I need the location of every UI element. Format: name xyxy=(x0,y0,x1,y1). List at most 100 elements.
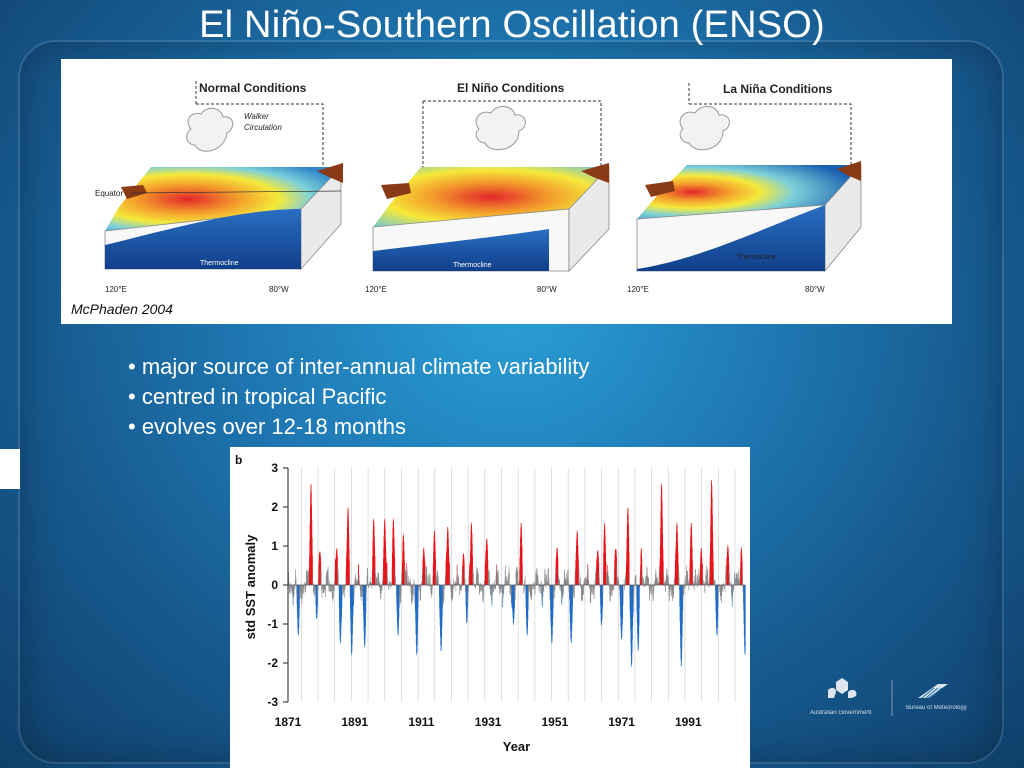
sst-anomaly-bar xyxy=(450,583,451,585)
y-tick-label: 3 xyxy=(271,461,278,475)
sst-anomaly-bar xyxy=(428,574,429,585)
sst-anomaly-bar xyxy=(426,576,428,585)
sst-anomaly-bar xyxy=(706,565,707,585)
sst-anomaly-bar xyxy=(579,582,580,585)
sst-anomaly-bar xyxy=(320,569,322,585)
sst-anomaly-bar xyxy=(503,585,505,587)
sst-anomaly-bar xyxy=(684,585,685,587)
y-tick-label: 0 xyxy=(271,578,278,592)
sst-anomaly-bar xyxy=(721,585,722,597)
sst-anomaly-bar xyxy=(589,585,590,588)
sst-anomaly-bar xyxy=(495,585,497,590)
sst-anomaly-bar xyxy=(492,585,493,591)
sst-anomaly-bar xyxy=(702,564,703,585)
sst-anomaly-bar xyxy=(645,579,646,585)
sst-anomaly-bar xyxy=(553,585,554,602)
sst-anomaly-bar xyxy=(683,585,685,595)
sst-anomaly-bar xyxy=(413,579,415,585)
sst-anomaly-bar xyxy=(294,584,296,585)
sst-anomaly-bar xyxy=(584,578,585,585)
sst-anomaly-bar xyxy=(517,566,519,585)
sst-anomaly-bar xyxy=(370,581,372,585)
sst-anomaly-bar xyxy=(305,585,307,589)
sst-anomaly-bar xyxy=(629,572,630,585)
sst-anomaly-bar xyxy=(288,572,289,585)
sst-anomaly-bar xyxy=(651,585,652,595)
sst-anomaly-bar xyxy=(418,585,419,599)
sst-anomaly-bar xyxy=(602,585,604,607)
sst-anomaly-bar xyxy=(563,585,565,587)
sst-anomaly-bar xyxy=(344,585,346,598)
diagram-title-el-nino: El Niño Conditions xyxy=(457,81,565,95)
sst-anomaly-bar xyxy=(592,585,593,595)
sst-anomaly-bar xyxy=(484,585,485,587)
sst-anomaly-bar xyxy=(650,585,651,587)
sst-anomaly-bar xyxy=(673,585,674,595)
sst-anomaly-bar xyxy=(349,575,351,585)
sst-anomaly-bar xyxy=(390,583,392,585)
sst-anomaly-bar xyxy=(453,578,454,585)
sst-anomaly-bar xyxy=(574,585,575,599)
sst-anomaly-bar xyxy=(616,565,618,585)
sst-anomaly-bar xyxy=(481,585,482,591)
sst-anomaly-bar xyxy=(330,585,332,591)
sst-anomaly-bar xyxy=(387,576,388,585)
enso-index-chart-panel: 3 2 1 0 -1 -2 -3 1871 1891 1911 1931 1951 1971 1991 Ye… xyxy=(230,447,750,768)
sst-anomaly-bar xyxy=(663,577,665,585)
diagram-normal-conditions: Normal Conditions Walker Circulation The… xyxy=(95,81,343,294)
sst-anomaly-bar xyxy=(565,585,566,587)
sst-anomaly-bar xyxy=(407,585,409,587)
y-tick-label: -1 xyxy=(267,617,278,631)
diagram-title-la-nina: La Niña Conditions xyxy=(723,82,833,96)
sst-anomaly-bar xyxy=(635,574,637,585)
y-axis-label: std SST anomaly xyxy=(243,534,258,640)
sst-anomaly-bar xyxy=(655,572,657,585)
sst-anomaly-bar xyxy=(718,585,719,600)
sst-anomaly-bar xyxy=(599,583,600,585)
sst-anomaly-bar xyxy=(524,585,525,592)
bullet-list: • major source of inter-annual climate v… xyxy=(128,352,589,442)
sst-anomaly-bar xyxy=(378,578,380,585)
sst-anomaly-bar xyxy=(366,585,367,592)
sst-anomaly-bar xyxy=(695,569,696,585)
lon-80w-normal: 80°W xyxy=(269,285,289,294)
sst-anomaly-bar xyxy=(528,585,530,590)
sst-anomaly-bar xyxy=(542,585,544,597)
sst-anomaly-bar xyxy=(721,585,723,590)
y-tick-label: 2 xyxy=(271,500,278,514)
sst-anomaly-bar xyxy=(653,583,655,585)
sst-anomaly-bar xyxy=(312,582,314,585)
sea-surface-la-nina xyxy=(637,165,861,219)
sst-anomaly-bar xyxy=(650,585,652,592)
sst-anomaly-bar xyxy=(365,585,367,602)
sst-anomaly-bar xyxy=(355,585,357,589)
sst-anomaly-bar xyxy=(671,585,672,596)
sst-anomaly-bar xyxy=(483,585,484,598)
sst-anomaly-bar xyxy=(669,585,670,601)
sst-anomaly-bar xyxy=(391,585,392,586)
y-tick-label: -3 xyxy=(267,695,278,709)
sst-anomaly-bar xyxy=(532,585,534,589)
sst-anomaly-bar xyxy=(543,583,545,585)
sst-anomaly-bar xyxy=(407,582,408,585)
sst-anomaly-bar xyxy=(522,585,524,587)
sst-anomaly-bar xyxy=(723,582,724,585)
sst-anomaly-bar xyxy=(583,585,584,595)
sst-anomaly-bar xyxy=(588,580,590,585)
sst-anomaly-bar xyxy=(684,580,686,585)
sst-anomaly-bar xyxy=(618,585,620,590)
sst-anomaly-bar xyxy=(493,585,495,591)
sst-anomaly-bar xyxy=(449,579,451,585)
sst-anomaly-bar xyxy=(532,583,533,585)
sst-anomaly-bar xyxy=(461,585,462,590)
bureau-of-meteorology-logo: Bureau of Meteorology xyxy=(906,684,967,711)
sst-anomaly-bar xyxy=(538,585,540,591)
diagram-credit: McPhaden 2004 xyxy=(71,301,173,317)
sst-anomaly-bar xyxy=(366,585,368,587)
thermocline-label: Thermocline xyxy=(200,260,239,267)
sst-anomaly-bar xyxy=(562,585,564,598)
sst-anomaly-bar xyxy=(452,585,454,590)
thermocline-label: Thermocline xyxy=(737,254,776,261)
sst-anomaly-bar xyxy=(623,579,625,585)
sst-anomaly-bar xyxy=(707,580,709,585)
